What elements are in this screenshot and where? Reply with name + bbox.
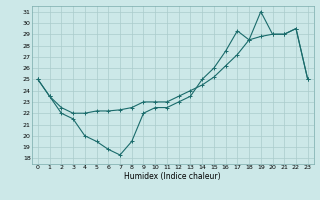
- X-axis label: Humidex (Indice chaleur): Humidex (Indice chaleur): [124, 172, 221, 181]
